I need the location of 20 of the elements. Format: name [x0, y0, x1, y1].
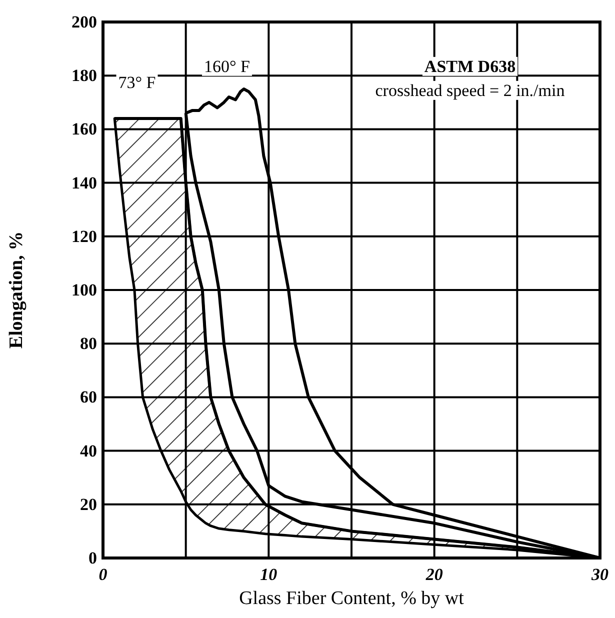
- y-tick-label: 60: [80, 388, 97, 407]
- y-tick-label: 40: [80, 441, 97, 460]
- y-tick-label: 180: [72, 66, 97, 86]
- x-tick-label: 30: [590, 565, 609, 584]
- y-tick-label: 160: [72, 120, 97, 139]
- y-axis-title: Elongation, %: [6, 231, 27, 349]
- annotation: ASTM D638: [424, 56, 516, 76]
- annotation: 73° F: [118, 72, 156, 92]
- y-tick-label: 120: [72, 226, 97, 246]
- y-tick-label: 20: [80, 494, 97, 514]
- annotation: 160° F: [204, 56, 250, 76]
- y-tick-label: 140: [72, 173, 97, 192]
- y-tick-label: 100: [72, 280, 97, 300]
- annotation: crosshead speed = 2 in./min: [375, 80, 566, 100]
- y-tick-label: 0: [88, 548, 97, 568]
- y-tick-label: 200: [72, 12, 97, 32]
- x-tick-label: 10: [260, 565, 278, 584]
- x-tick-label: 20: [424, 565, 444, 584]
- y-tick-label: 80: [80, 334, 97, 354]
- x-axis-title: Glass Fiber Content, % by wt: [239, 588, 465, 609]
